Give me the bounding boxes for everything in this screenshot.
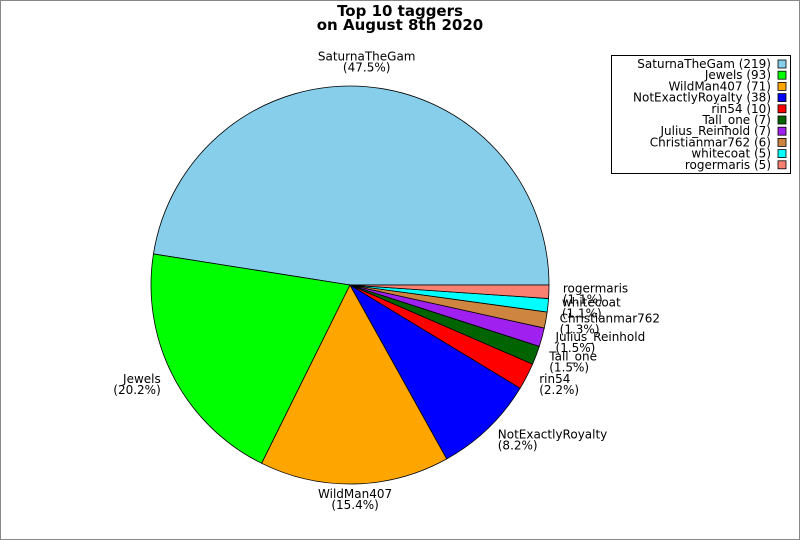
- legend-label: rin54 (10): [711, 102, 771, 116]
- slice-percent: (1.1%): [563, 292, 603, 306]
- legend-label: Jewels (93): [704, 68, 771, 82]
- legend-label: Christianmar762 (6): [650, 135, 771, 149]
- legend-swatch: [777, 149, 787, 159]
- chart-subtitle: on August 8th 2020: [317, 16, 484, 34]
- slice-label: Jewels: [122, 372, 161, 386]
- slice-label: WildMan407: [318, 487, 392, 501]
- slice-percent: (15.4%): [331, 498, 378, 512]
- pie-slice: [152, 85, 550, 286]
- slice-percent: (1.1%): [562, 307, 602, 321]
- slice-label: Tall_one: [548, 349, 597, 363]
- legend-label: rogermaris (5): [685, 158, 771, 172]
- legend-label: Tall_one (7): [701, 113, 771, 127]
- legend-box: [611, 55, 791, 174]
- legend-swatch: [777, 70, 787, 80]
- legend-label: Julius_Reinhold (7): [659, 124, 771, 138]
- legend-swatch: [777, 160, 787, 170]
- slice-label: rogermaris: [563, 281, 628, 295]
- pie-slice: [261, 284, 448, 485]
- chart-title: Top 10 taggers: [337, 2, 463, 20]
- slice-percent: (47.5%): [343, 61, 390, 75]
- legend-label: NotExactlyRoyalty (38): [633, 91, 771, 105]
- legend-label: whitecoat (5): [691, 147, 771, 161]
- pie-slice: [150, 253, 351, 464]
- legend-swatch: [777, 93, 787, 102]
- slice-percent: (1.5%): [549, 360, 589, 374]
- legend-label: SaturnaTheGam (219): [637, 57, 771, 71]
- slice-label: rin54: [539, 372, 570, 386]
- slice-percent: (1.5%): [556, 341, 596, 355]
- slice-label: Julius_Reinhold: [555, 330, 646, 344]
- legend-label: WildMan407 (71): [668, 79, 771, 93]
- slice-percent: (1.3%): [560, 323, 600, 337]
- slice-label: SaturnaTheGam: [318, 50, 416, 64]
- slice-label: NotExactlyRoyalty: [498, 427, 608, 441]
- legend-swatch: [777, 104, 787, 114]
- slice-label: Christianmar762: [560, 312, 660, 326]
- slice-label: whitecoat: [562, 296, 621, 310]
- slice-percent: (8.2%): [498, 438, 538, 452]
- pie-slice: [348, 283, 521, 460]
- pie-slice: [349, 284, 550, 299]
- legend-swatch: [777, 115, 787, 125]
- slice-percent: (20.2%): [113, 383, 160, 397]
- legend-swatch: [777, 82, 787, 91]
- legend-swatch: [777, 137, 787, 147]
- slice-percent: (2.2%): [539, 383, 579, 397]
- legend-swatch: [777, 126, 787, 136]
- legend-swatch: [777, 59, 787, 69]
